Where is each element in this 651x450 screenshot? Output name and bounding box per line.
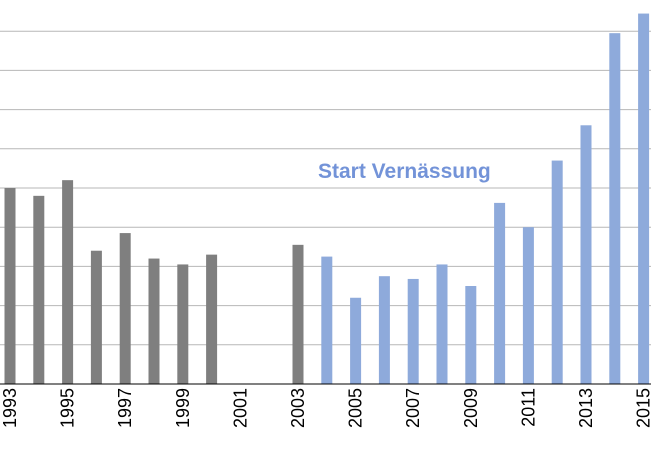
x-tick-label: 2005 — [346, 388, 366, 428]
x-tick-label: 2001 — [230, 388, 250, 428]
x-tick-labels: 1993 1995 1997 1999 2001 2003 2005 2007 2009 2011… — [0, 388, 651, 428]
bar-1996 — [90, 250, 102, 384]
bar-2012 — [551, 160, 563, 384]
bars — [4, 13, 650, 385]
bar-1999 — [177, 264, 189, 384]
bar-1994 — [33, 195, 45, 384]
bar-2010 — [494, 202, 506, 384]
x-tick-label: 2011 — [518, 388, 538, 427]
bar-2014 — [609, 33, 621, 384]
bar-1995 — [62, 180, 74, 384]
bar-1997 — [119, 233, 131, 384]
bar-2004 — [321, 256, 333, 384]
bar-2005 — [350, 297, 362, 384]
bar-2003 — [292, 244, 304, 384]
bar-2011 — [522, 227, 534, 384]
x-tick-label: 1999 — [173, 388, 193, 428]
x-tick-label: 2003 — [288, 388, 308, 428]
x-tick-label: 1997 — [115, 388, 135, 428]
x-tick-label: 2009 — [461, 388, 481, 428]
x-tick-label: 2013 — [576, 388, 596, 428]
bar-2009 — [465, 286, 477, 384]
x-tick-label: 1995 — [58, 388, 78, 428]
x-tick-label: 2015 — [634, 388, 651, 428]
gridlines — [0, 30, 651, 346]
bar-2006 — [378, 276, 390, 384]
bar-1998 — [148, 258, 160, 384]
x-tick-label: 2007 — [403, 388, 423, 428]
bar-2008 — [436, 264, 448, 384]
x-tick-label: 1993 — [0, 388, 20, 428]
bar-2007 — [407, 278, 419, 384]
annotation-start-vernaessung: Start Vernässung — [318, 160, 491, 183]
bar-2013 — [580, 125, 592, 384]
bar-2000 — [206, 254, 218, 384]
bar-2015 — [638, 13, 650, 385]
bar-1993 — [4, 188, 16, 384]
